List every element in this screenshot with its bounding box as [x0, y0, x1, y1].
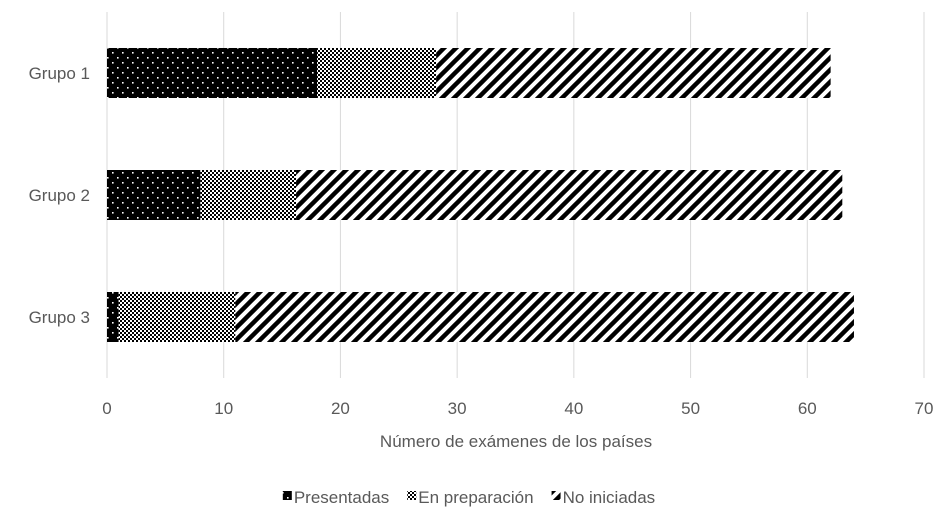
- legend-label-en-preparacion: En preparación: [418, 488, 533, 507]
- x-tick-label-70: 70: [915, 399, 934, 418]
- category-label-grupo-1: Grupo 1: [29, 64, 90, 83]
- bar-grupo-2-presentadas: [107, 170, 201, 220]
- legend-swatch-presentadas: [282, 491, 292, 500]
- x-tick-label-20: 20: [331, 399, 350, 418]
- legend-item-presentadas: Presentadas: [282, 488, 389, 507]
- x-tick-label-0: 0: [102, 399, 111, 418]
- legend-item-no-iniciadas: No iniciadas: [551, 488, 656, 507]
- x-tick-label-40: 40: [564, 399, 583, 418]
- x-tick-labels: 0 10 20 30 40 50 60 70: [102, 399, 933, 418]
- x-tick-label-10: 10: [214, 399, 233, 418]
- legend-label-presentadas: Presentadas: [294, 488, 389, 507]
- bar-grupo-1-no-iniciadas: [436, 48, 831, 98]
- legend-swatch-no-iniciadas: [551, 491, 561, 500]
- bar-grupo-1-presentadas: [107, 48, 318, 98]
- legend-swatch-en-preparacion: [407, 491, 417, 500]
- x-axis-title: Número de exámenes de los países: [380, 432, 652, 451]
- legend-item-en-preparacion: En preparación: [407, 488, 534, 507]
- legend: Presentadas En preparación No iniciadas: [282, 488, 656, 507]
- category-label-grupo-3: Grupo 3: [29, 308, 90, 327]
- category-label-grupo-2: Grupo 2: [29, 186, 90, 205]
- bar-grupo-1-en-preparacion: [317, 48, 437, 98]
- bar-grupo-3-no-iniciadas: [235, 292, 854, 342]
- bar-grupo-3-presentadas: [107, 292, 119, 342]
- bar-grupo-3-en-preparacion: [118, 292, 236, 342]
- x-tick-label-60: 60: [798, 399, 817, 418]
- bars: [107, 48, 854, 342]
- legend-label-no-iniciadas: No iniciadas: [563, 488, 656, 507]
- category-labels: Grupo 1 Grupo 2 Grupo 3: [29, 64, 90, 327]
- bar-grupo-2-no-iniciadas: [296, 170, 843, 220]
- x-tick-label-30: 30: [448, 399, 467, 418]
- x-tick-label-50: 50: [681, 399, 700, 418]
- bar-grupo-2-en-preparacion: [200, 170, 297, 220]
